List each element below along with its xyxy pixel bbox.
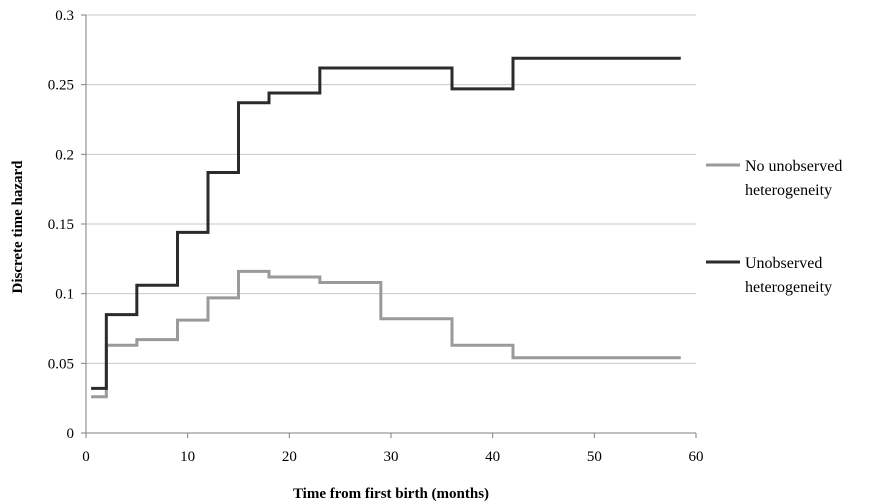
x-tick-label: 40 <box>485 449 500 465</box>
x-axis-title: Time from first birth (months) <box>293 486 489 502</box>
y-tick-label: 0.2 <box>55 147 74 163</box>
x-tick-label: 0 <box>82 449 90 465</box>
series-line-unobserved <box>91 56 681 390</box>
y-tick-label: 0.15 <box>48 217 74 233</box>
tick-labels: 0 0.05 0.1 0.15 0.2 0.25 0.3 0 10 20 30 40 50 60 <box>48 8 704 465</box>
series-line-no-unobserved <box>91 269 681 399</box>
y-tick-label: 0.25 <box>48 78 74 94</box>
x-tick-label: 10 <box>180 449 195 465</box>
legend-label: heterogeneity <box>745 279 832 296</box>
y-tick-label: 0 <box>67 426 75 442</box>
y-tick-label: 0.1 <box>55 287 74 303</box>
x-tick-label: 20 <box>282 449 297 465</box>
gridlines <box>86 14 696 364</box>
x-tick-label: 50 <box>587 449 602 465</box>
legend-label: No unobserved <box>745 158 842 175</box>
series-lines <box>91 56 681 399</box>
y-tick-label: 0.3 <box>55 8 74 24</box>
y-axis-title: Discrete time hazard <box>10 160 26 294</box>
legend: No unobserved heterogeneity Unobserved hete… <box>706 158 842 296</box>
x-tick-label: 30 <box>384 449 399 465</box>
y-tick-label: 0.05 <box>48 356 74 372</box>
legend-label: Unobserved <box>745 255 822 272</box>
axes <box>81 14 697 438</box>
x-tick-label: 60 <box>689 449 704 465</box>
legend-label: heterogeneity <box>745 182 832 199</box>
